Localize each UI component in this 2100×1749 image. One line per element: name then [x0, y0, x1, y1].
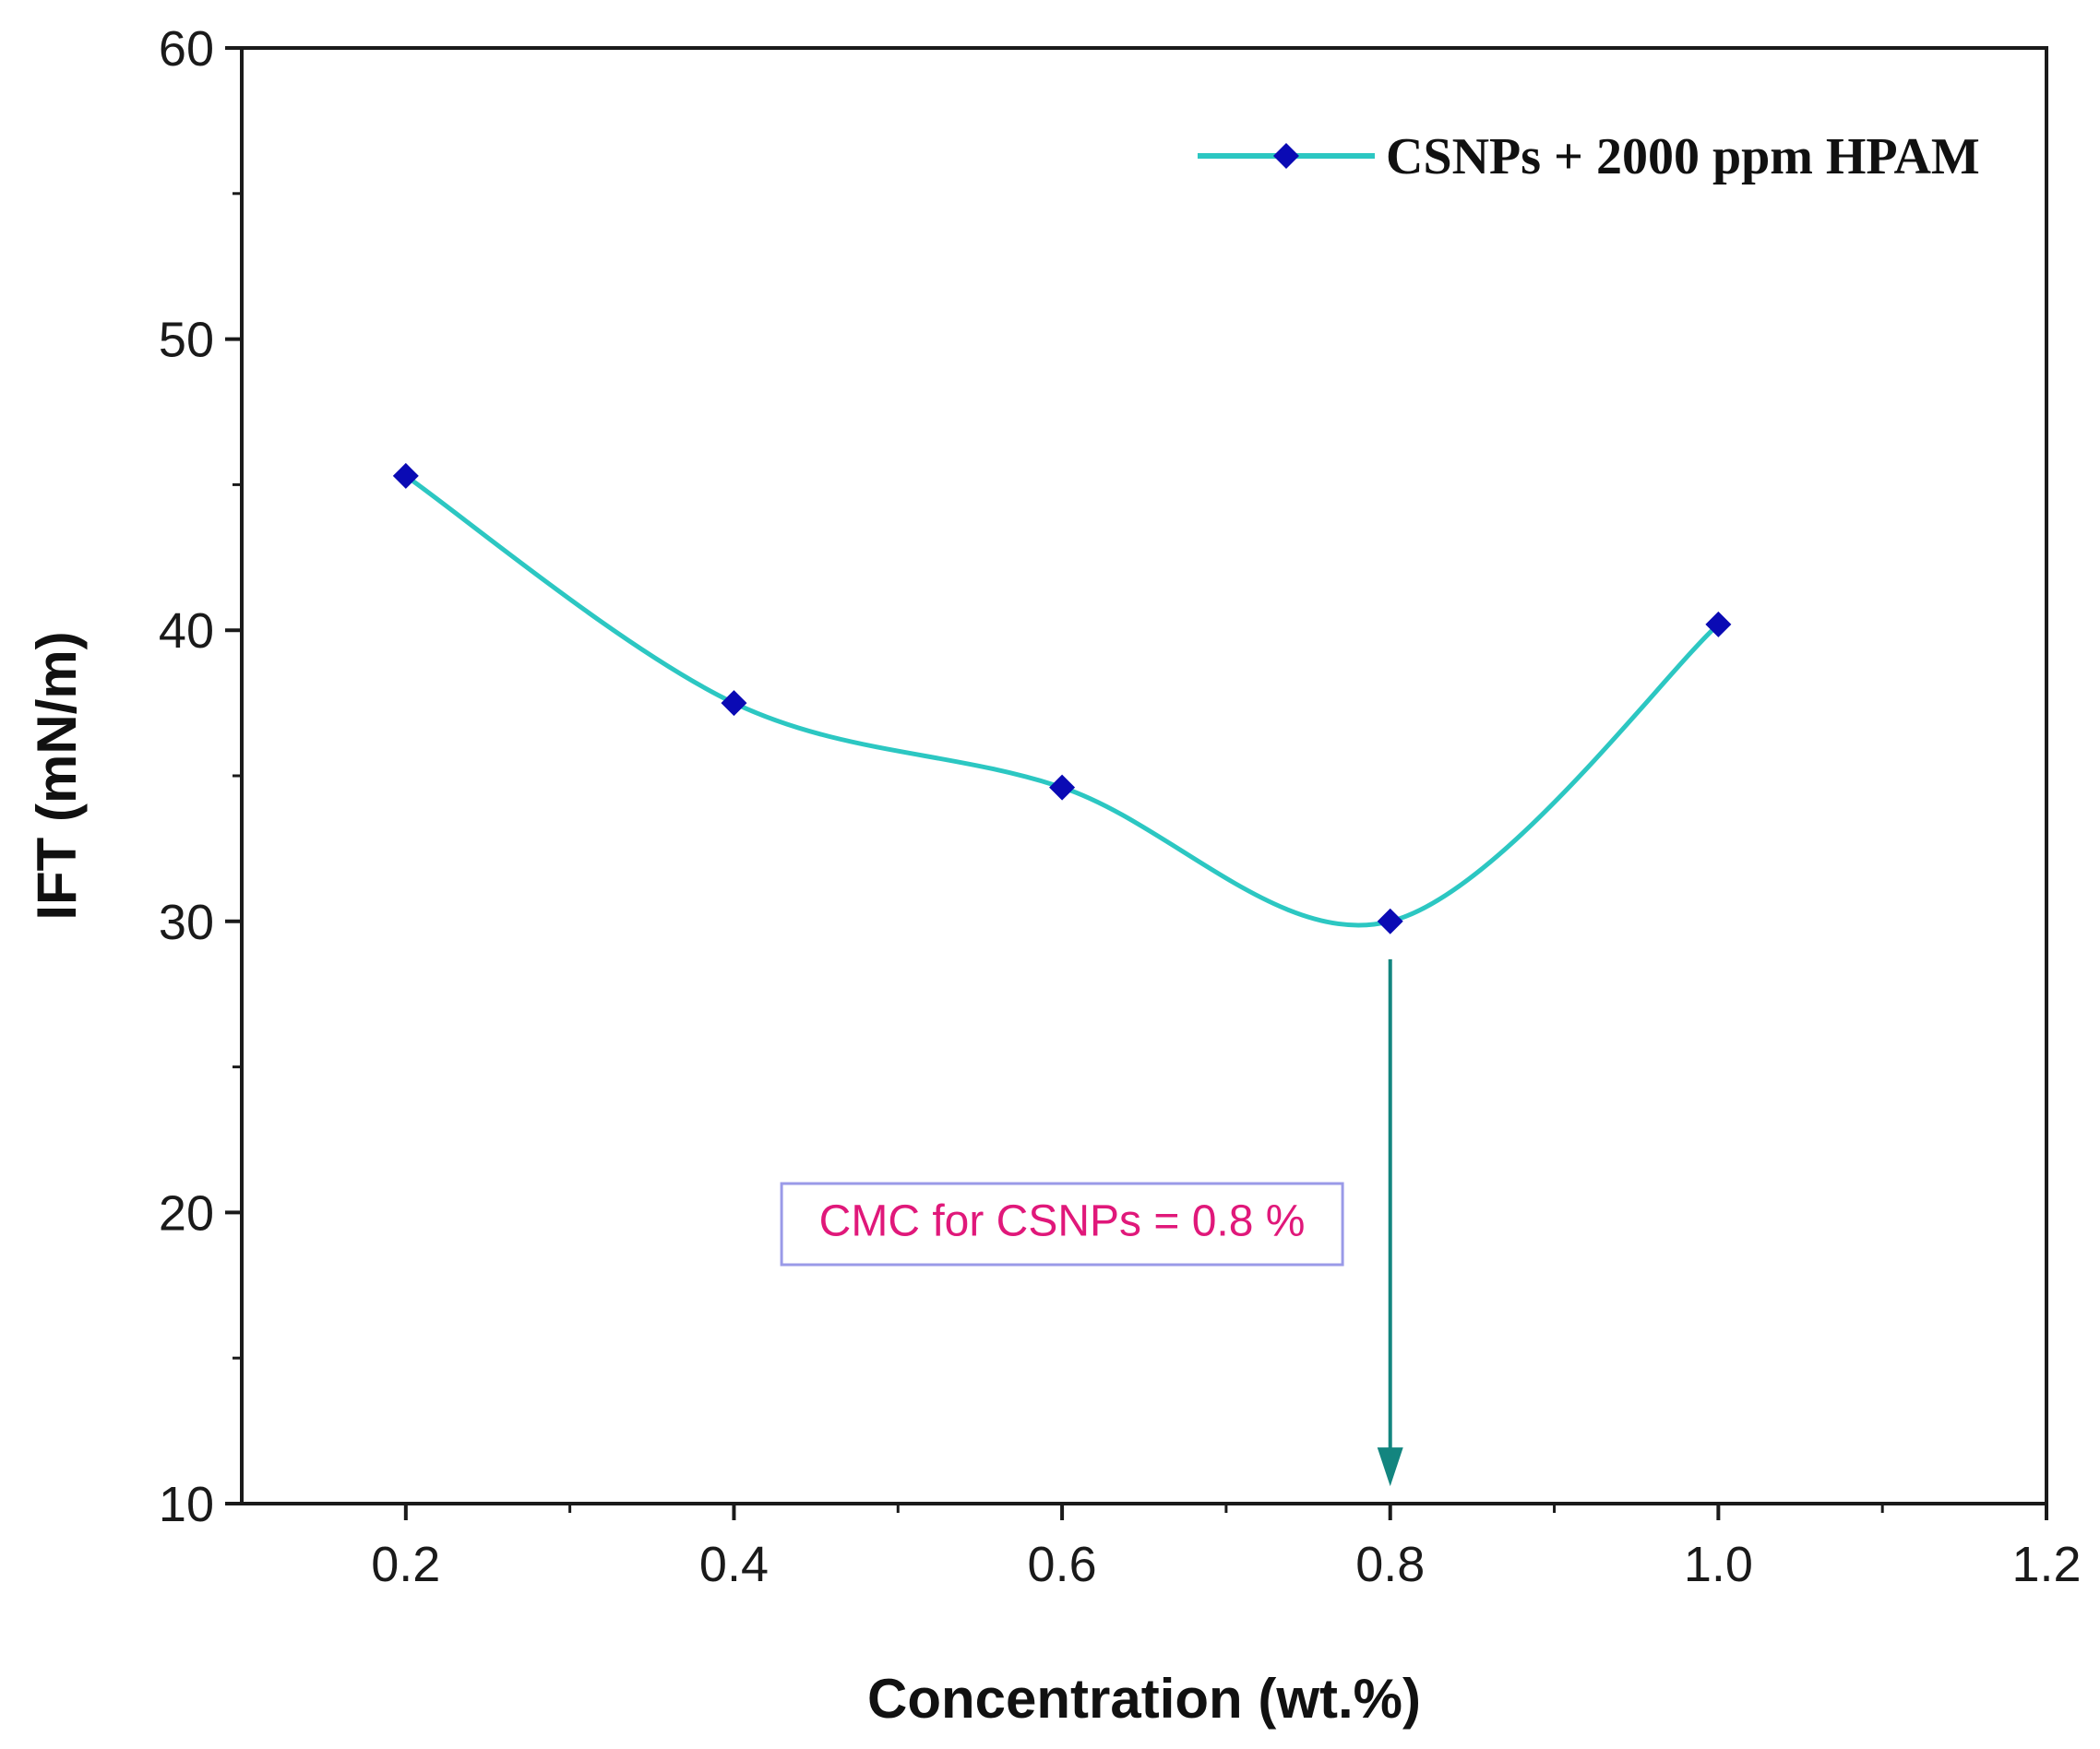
axis-ticks	[225, 46, 2048, 1520]
y-tick-label: 50	[159, 313, 214, 368]
annotation-text: CMC for CSNPs = 0.8 %	[819, 1197, 1306, 1246]
y-axis-title: IFT (mN/m)	[26, 631, 88, 920]
plot-frame	[240, 46, 2048, 1505]
data-point-marker	[1377, 908, 1403, 934]
annotation: CMC for CSNPs = 0.8 %	[780, 958, 1403, 1487]
x-tick-label: 0.6	[1028, 1537, 1097, 1592]
y-tick-label: 10	[159, 1477, 214, 1532]
data-point-marker	[721, 690, 747, 717]
axis-tick-labels: 0.2 0.4 0.6 0.8 1.0 1.2 10 20 30 40 50 60	[159, 21, 2082, 1592]
series	[392, 462, 1732, 934]
y-tick-label: 20	[159, 1185, 214, 1241]
y-tick-label: 60	[159, 21, 214, 77]
data-point-marker	[1705, 611, 1732, 637]
y-tick-label: 40	[159, 603, 214, 659]
x-tick-label: 1.2	[2011, 1537, 2081, 1592]
x-tick-label: 0.2	[371, 1537, 440, 1592]
data-point-marker	[392, 462, 419, 489]
y-tick-label: 30	[159, 895, 214, 950]
data-point-marker	[1049, 774, 1076, 801]
legend-label: CSNPs + 2000 ppm HPAM	[1386, 128, 1980, 185]
legend-marker-swatch	[1273, 143, 1299, 169]
x-axis-title: Concentration (wt.%)	[867, 1668, 1421, 1730]
annotation-arrow-head	[1377, 1447, 1403, 1487]
x-tick-label: 0.4	[699, 1537, 769, 1592]
series-line	[404, 473, 1721, 928]
annotation-box	[780, 1182, 1344, 1267]
legend: CSNPs + 2000 ppm HPAM	[1198, 128, 1980, 185]
x-tick-label: 1.0	[1684, 1537, 1753, 1592]
x-tick-label: 0.8	[1355, 1537, 1425, 1592]
